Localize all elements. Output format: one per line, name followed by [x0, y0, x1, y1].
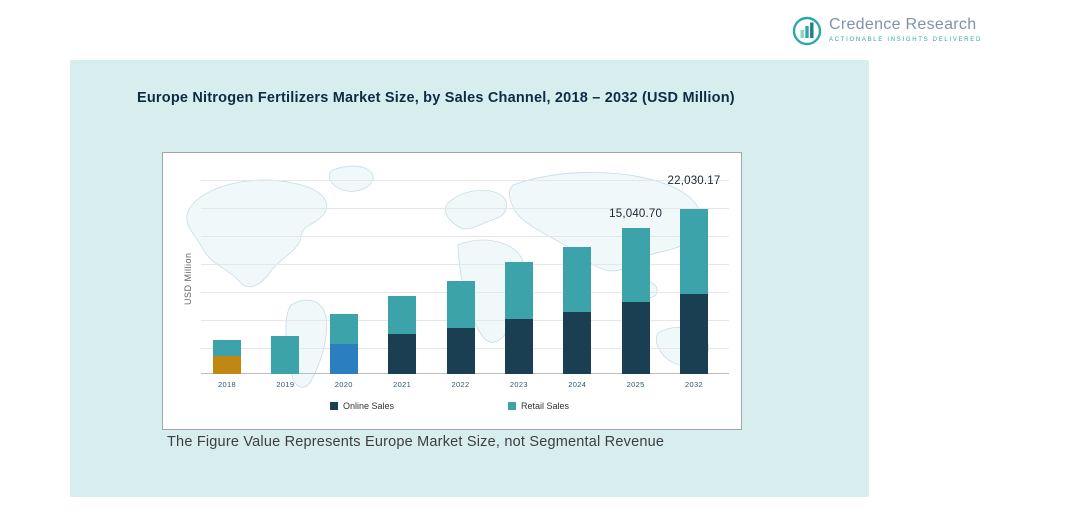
- bar-segment-retail-sales-2025: [621, 228, 650, 302]
- bar-2032: [680, 209, 708, 374]
- chart-title: Europe Nitrogen Fertilizers Market Size,…: [137, 90, 735, 106]
- bar-2024: [563, 247, 592, 374]
- legend-item-online-sales: Online Sales: [330, 401, 394, 411]
- bar-segment-retail-sales-2021: [388, 296, 417, 334]
- x-tick-2018: 2018: [218, 380, 236, 389]
- bar-2018: [213, 340, 241, 374]
- bar-segment-retail-sales-2032: [680, 209, 708, 294]
- x-tick-2032: 2032: [685, 380, 703, 389]
- legend-label-retail-sales: Retail Sales: [521, 401, 570, 411]
- legend-swatch-retail-sales: [508, 402, 516, 410]
- logo-name: Credence Research: [829, 16, 977, 33]
- bar-2023: [504, 262, 533, 374]
- bar-segment-online-sales-2021: [388, 334, 417, 374]
- bar-2020: [329, 314, 358, 374]
- x-tick-2022: 2022: [451, 380, 470, 389]
- logo: Credence Research Actionable Insights De…: [792, 16, 982, 46]
- bar-segment-retail-sales-2024: [563, 247, 592, 312]
- bar-segment-online-sales-2022: [446, 328, 475, 374]
- x-tick-2025: 2025: [626, 380, 645, 389]
- bar-segment-online-sales-2023: [504, 319, 533, 374]
- bar-segment-online-sales-2020: [329, 344, 358, 374]
- bar-2019: [271, 336, 300, 374]
- x-tick-2023: 2023: [509, 380, 528, 389]
- bar-segment-online-sales-2025: [621, 302, 650, 374]
- legend-swatch-online-sales: [330, 402, 338, 410]
- logo-bar-chart-icon: [792, 16, 822, 46]
- bar-segment-retail-sales-2019: [271, 336, 300, 374]
- bar-2021: [388, 296, 417, 374]
- gridline: [201, 180, 729, 181]
- bar-segment-online-sales-2032: [680, 294, 708, 374]
- bar-2025: [621, 228, 650, 374]
- bar-2022: [446, 281, 475, 374]
- data-label-2025: 15,040.70: [609, 208, 663, 220]
- legend: Online Sales Retail Sales: [163, 401, 741, 421]
- bar-segment-retail-sales-2020: [329, 314, 358, 344]
- gridline: [201, 208, 729, 209]
- x-tick-2021: 2021: [393, 380, 412, 389]
- bar-segment-retail-sales-2023: [504, 262, 533, 319]
- x-tick-2019: 2019: [276, 380, 295, 389]
- bar-segment-online-sales-2018: [213, 356, 241, 374]
- chart-frame: USD Million 2018 2019 2020 2021 2022 2023 2024…: [162, 152, 742, 430]
- legend-label-online-sales: Online Sales: [343, 401, 395, 411]
- x-tick-2024: 2024: [568, 380, 587, 389]
- figure-note: The Figure Value Represents Europe Marke…: [167, 434, 665, 450]
- legend-item-retail-sales: Retail Sales: [508, 401, 569, 411]
- data-label-2032: 22,030.17: [667, 175, 721, 187]
- gridline: [201, 236, 729, 237]
- x-tick-2020: 2020: [334, 380, 353, 389]
- bar-segment-retail-sales-2018: [213, 340, 241, 356]
- gridline: [201, 264, 729, 265]
- bar-segment-online-sales-2024: [563, 312, 592, 374]
- chart-panel: Europe Nitrogen Fertilizers Market Size,…: [70, 60, 869, 497]
- logo-text: Credence Research Actionable Insights De…: [829, 16, 982, 43]
- bar-segment-retail-sales-2022: [446, 281, 475, 328]
- logo-tagline: Actionable Insights Delivered: [829, 36, 982, 43]
- y-axis-label: USD Million: [183, 252, 193, 305]
